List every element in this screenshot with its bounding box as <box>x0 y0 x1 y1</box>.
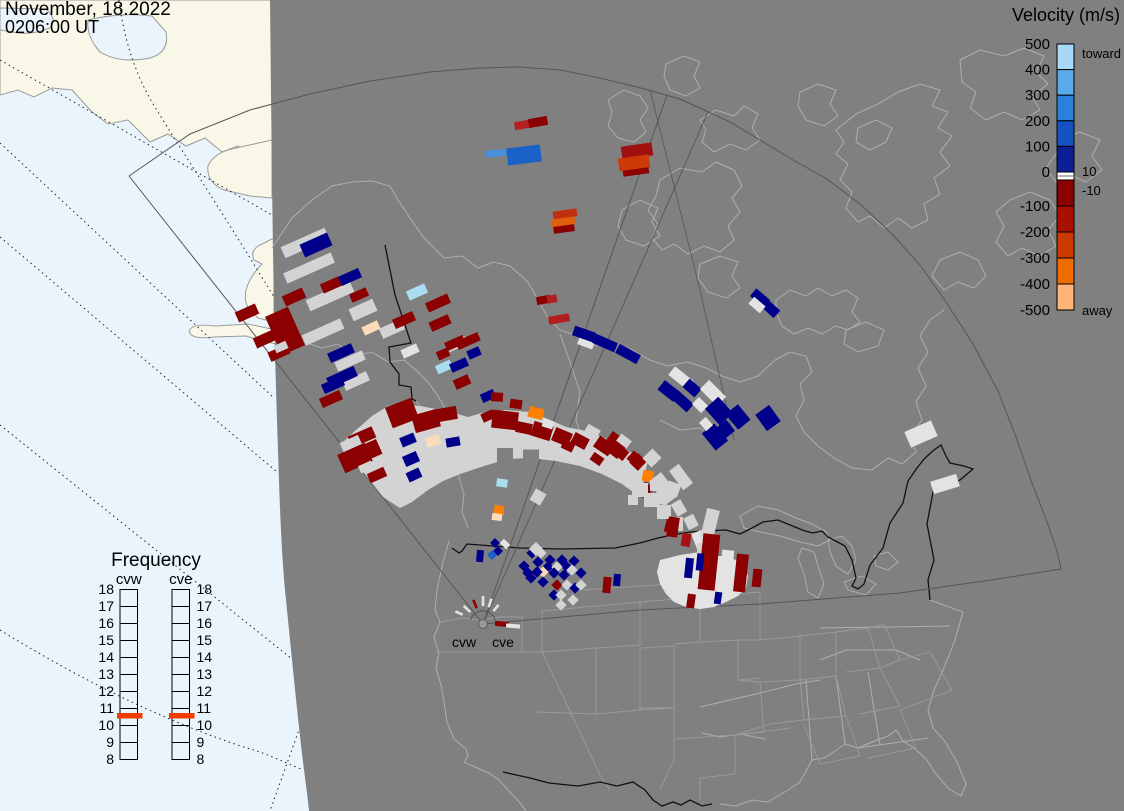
svg-text:500: 500 <box>1025 36 1050 53</box>
svg-text:Frequency: Frequency <box>111 550 201 571</box>
svg-text:13: 13 <box>98 666 114 682</box>
svg-text:11: 11 <box>197 700 212 716</box>
svg-text:14: 14 <box>98 649 114 665</box>
svg-text:cvw: cvw <box>452 634 477 650</box>
svg-text:100: 100 <box>1025 138 1050 155</box>
svg-text:Velocity (m/s): Velocity (m/s) <box>1012 5 1120 25</box>
svg-text:10: 10 <box>98 717 114 733</box>
svg-text:away: away <box>1082 303 1113 318</box>
svg-text:0: 0 <box>1042 164 1050 181</box>
svg-text:17: 17 <box>98 598 114 614</box>
svg-text:16: 16 <box>197 615 213 631</box>
svg-text:8: 8 <box>197 751 205 767</box>
svg-text:8: 8 <box>106 751 114 767</box>
svg-text:9: 9 <box>106 734 114 750</box>
svg-text:-10: -10 <box>1082 183 1101 198</box>
svg-text:-500: -500 <box>1020 302 1050 319</box>
svg-text:400: 400 <box>1025 62 1050 79</box>
svg-text:14: 14 <box>197 649 213 665</box>
svg-text:300: 300 <box>1025 87 1050 104</box>
svg-text:9: 9 <box>197 734 205 750</box>
svg-text:15: 15 <box>98 632 114 648</box>
svg-text:18: 18 <box>197 581 213 597</box>
svg-text:13: 13 <box>197 666 213 682</box>
svg-text:12: 12 <box>98 683 114 699</box>
svg-text:17: 17 <box>197 598 213 614</box>
svg-text:16: 16 <box>98 615 114 631</box>
svg-text:-100: -100 <box>1020 198 1050 215</box>
svg-text:-200: -200 <box>1020 224 1050 241</box>
svg-text:18: 18 <box>98 581 114 597</box>
svg-text:cvw: cvw <box>116 571 142 588</box>
svg-text:0206:00 UT: 0206:00 UT <box>5 17 99 37</box>
svg-text:cve: cve <box>169 571 192 588</box>
svg-text:15: 15 <box>197 632 213 648</box>
svg-text:200: 200 <box>1025 113 1050 130</box>
svg-text:-300: -300 <box>1020 250 1050 267</box>
svg-text:10: 10 <box>1082 164 1096 179</box>
svg-text:toward: toward <box>1082 46 1121 61</box>
svg-text:cve: cve <box>492 634 514 650</box>
svg-text:12: 12 <box>197 683 213 699</box>
svg-text:-400: -400 <box>1020 276 1050 293</box>
svg-text:11: 11 <box>99 700 114 716</box>
svg-text:November, 18.2022: November, 18.2022 <box>5 0 171 20</box>
svg-text:10: 10 <box>197 717 213 733</box>
